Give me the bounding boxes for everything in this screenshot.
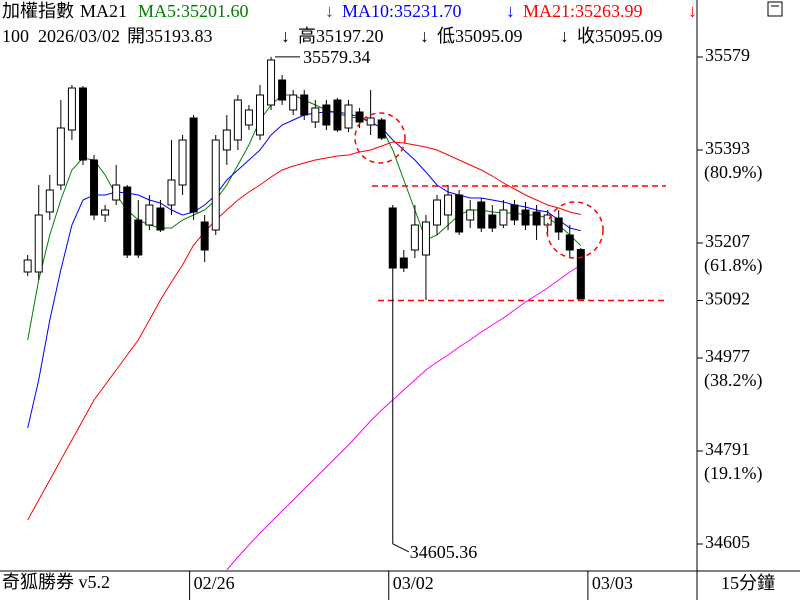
y-tick-label: 35092 [705,289,750,309]
x-tick-label: 02/26 [194,573,235,593]
candle-body [23,259,32,273]
candle-body [510,204,519,221]
ma5-value: MA5:35201.60 [138,1,249,21]
candle-body [433,199,442,226]
candle-body [300,94,309,116]
period[interactable]: 15分鐘 [721,573,775,593]
candle-body [189,117,198,213]
candle-body [123,186,132,256]
y-tick-label: 35579 [705,45,750,65]
x-tick-label: 03/03 [592,573,633,593]
y-tick-label: 35207 [705,231,750,251]
candle-body [156,207,165,231]
candle-body [145,204,154,226]
candle-body [322,104,331,126]
bar-date: 2026/03/02 [38,26,120,46]
candle-body [355,111,364,123]
x-tick-label: 03/02 [393,573,434,593]
open-arrow: ↓ [281,26,290,46]
candle-body [399,257,408,269]
candle-body [134,219,143,256]
y-tick-label: 34791 [705,439,750,459]
high-arrow: ↓ [420,26,429,46]
fib-label: (38.2%) [704,370,762,391]
high-annotation: 35579.34 [303,47,371,67]
open-value: 開35193.83 [127,26,213,46]
close-value: 收35095.09 [577,26,663,46]
candle-body [333,99,342,131]
ma-line [226,264,582,570]
low-value: 低35095.09 [437,26,523,46]
candle-body [78,87,87,161]
candle-body [112,184,121,201]
annotation-line [392,543,409,553]
low-annotation: 34605.36 [410,542,478,562]
candle-body [311,107,320,123]
candle-body [488,214,497,229]
candle-body [178,139,187,186]
candle-body [366,117,375,126]
high-value: 高35197.20 [298,26,384,46]
candle-body [278,79,287,101]
candle-body [576,249,585,300]
fib-label: (19.1%) [704,463,762,484]
ma10-value: MA10:35231.70 [342,1,462,21]
ma-line [27,141,581,521]
fib-label: (61.8%) [704,255,762,276]
index-title: 加權指數 [2,1,74,21]
candle-body [344,104,353,129]
plot-area [23,56,666,570]
ma5-arrow: ↓ [325,1,334,21]
candle-body [521,209,530,226]
bar-count: 100 [2,26,29,46]
candle-body [90,159,99,216]
candle-body [289,94,298,111]
candle-body [444,194,453,216]
y-tick-label: 35393 [705,138,750,158]
window-button[interactable] [767,1,783,17]
candle-body [211,139,220,231]
candle-body [421,221,430,256]
highlight-circle [354,112,406,164]
candle-body [34,214,43,273]
low-arrow: ↓ [560,26,569,46]
candle-body [56,127,65,186]
candle-body [200,221,209,251]
ma21-value: MA21:35263.99 [523,1,643,21]
y-tick-label: 34605 [705,532,750,552]
candle-body [45,189,54,213]
candle-body [477,201,486,229]
candle-body [267,59,276,106]
candle-body [67,87,76,131]
candle-body [101,209,110,216]
candle-body [233,99,242,141]
highlight-circle [546,201,604,259]
candle-body [532,211,541,226]
ma10-arrow: ↓ [506,1,515,21]
candle-body [499,209,508,226]
candle-body [255,94,264,136]
candle-body [377,119,386,139]
candle-body [410,224,419,251]
candle-body [466,209,475,221]
candle-body [565,234,574,251]
ma-label: MA21 [80,1,127,21]
fib-label: (80.9%) [704,162,762,183]
app-name: 奇狐勝券 v5.2 [2,572,110,592]
candle-body [388,207,397,269]
candle-body [455,194,464,233]
candle-body [167,179,176,206]
candle-body [222,129,231,151]
candle-body [244,109,253,126]
ma21-arrow: ↓ [688,1,697,21]
y-tick-label: 34977 [705,346,750,366]
candle-body [554,217,563,233]
